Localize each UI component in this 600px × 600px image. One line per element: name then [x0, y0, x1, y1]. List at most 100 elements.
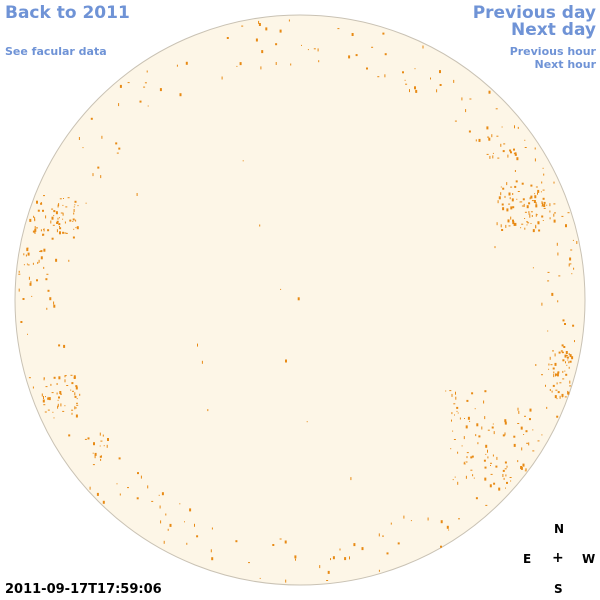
facula-spot: [67, 197, 70, 199]
facula-spot: [502, 469, 505, 472]
facula-spot: [466, 399, 469, 402]
back-to-year-link[interactable]: Back to 2011: [5, 3, 130, 23]
facula-spot: [53, 215, 55, 217]
facula-spot: [59, 231, 61, 235]
facula-spot: [456, 406, 459, 409]
facula-spot: [261, 50, 264, 54]
facula-spot: [47, 289, 50, 292]
facula-spot: [353, 543, 356, 547]
next-day-link[interactable]: Next day: [511, 20, 596, 40]
facula-spot: [506, 481, 508, 484]
previous-day-link[interactable]: Previous day: [472, 3, 596, 23]
facula-spot: [535, 204, 538, 208]
facula-spot: [463, 436, 465, 440]
facula-spot: [502, 434, 505, 437]
facula-spot: [165, 513, 167, 516]
see-facular-data-link[interactable]: See facular data: [5, 45, 107, 58]
facula-spot: [557, 252, 559, 256]
previous-hour-link[interactable]: Previous hour: [509, 45, 596, 58]
facula-spot: [517, 191, 520, 192]
facula-spot: [151, 500, 154, 502]
next-hour-link[interactable]: Next hour: [534, 58, 597, 71]
facula-spot: [488, 137, 491, 141]
facula-spot: [478, 435, 481, 438]
facula-spot: [390, 522, 392, 525]
facula-spot: [47, 229, 50, 232]
facula-spot: [490, 462, 492, 464]
facula-spot: [56, 220, 59, 223]
facula-spot: [531, 200, 534, 202]
facula-spot: [571, 356, 574, 360]
facula-spot: [453, 403, 456, 405]
facula-spot: [572, 324, 575, 327]
facula-spot: [504, 468, 507, 470]
facula-spot: [57, 399, 59, 401]
facula-spot: [548, 363, 550, 366]
facula-spot: [502, 207, 505, 211]
facula-spot: [549, 356, 551, 360]
facula-spot: [57, 217, 59, 220]
facula-spot: [92, 173, 94, 177]
facula-spot: [524, 415, 526, 417]
facula-spot: [549, 217, 551, 220]
facula-spot: [221, 76, 223, 80]
facula-spot: [159, 505, 161, 509]
facula-spot: [547, 280, 550, 282]
facula-spot: [541, 434, 543, 436]
facula-spot: [553, 219, 556, 223]
facula-spot: [430, 77, 431, 80]
facula-spot: [196, 535, 199, 538]
facula-spot: [504, 195, 506, 198]
facula-spot: [537, 440, 540, 442]
facula-spot: [56, 392, 58, 395]
facula-spot: [427, 517, 429, 521]
facula-spot: [521, 205, 524, 207]
facula-spot: [495, 108, 498, 110]
facula-spot: [530, 195, 533, 199]
facula-spot: [57, 405, 59, 409]
facula-spot: [453, 79, 455, 83]
facula-spot: [51, 208, 54, 210]
facula-spot: [79, 393, 81, 396]
facula-spot: [543, 204, 546, 207]
facula-spot: [42, 209, 44, 212]
facula-spot: [371, 46, 374, 48]
facula-spot: [235, 540, 238, 543]
facula-spot: [489, 155, 491, 159]
facula-spot: [484, 416, 486, 420]
facula-spot: [501, 126, 503, 128]
facula-spot: [528, 211, 530, 214]
facula-spot: [562, 370, 564, 373]
facula-spot: [521, 182, 524, 185]
facula-spot: [74, 200, 77, 203]
facula-spot: [523, 203, 525, 207]
facula-spot: [463, 461, 465, 464]
facula-spot: [77, 205, 79, 207]
facula-spot: [569, 360, 572, 363]
facula-spot: [454, 120, 457, 122]
facula-spot: [549, 203, 551, 207]
facula-spot: [43, 396, 44, 399]
facula-spot: [505, 224, 507, 228]
facula-spot: [510, 206, 513, 210]
facula-spot: [361, 547, 364, 551]
facula-spot: [100, 458, 102, 461]
facula-spot: [99, 455, 102, 458]
facula-spot: [488, 90, 491, 94]
facula-spot: [64, 375, 66, 378]
facula-spot: [167, 528, 169, 531]
facula-spot: [514, 185, 517, 188]
facula-spot: [512, 194, 514, 195]
facula-spot: [554, 362, 557, 366]
facula-spot: [514, 222, 517, 226]
facula-spot: [448, 529, 450, 531]
facula-spot: [487, 429, 490, 431]
facula-spot: [53, 417, 55, 419]
facula-spot: [279, 538, 282, 540]
facula-spot: [115, 142, 118, 145]
facula-spot: [285, 359, 287, 363]
facula-spot: [543, 173, 545, 176]
facula-spot: [477, 442, 479, 445]
facula-spot: [46, 307, 48, 310]
facula-spot: [567, 359, 569, 361]
